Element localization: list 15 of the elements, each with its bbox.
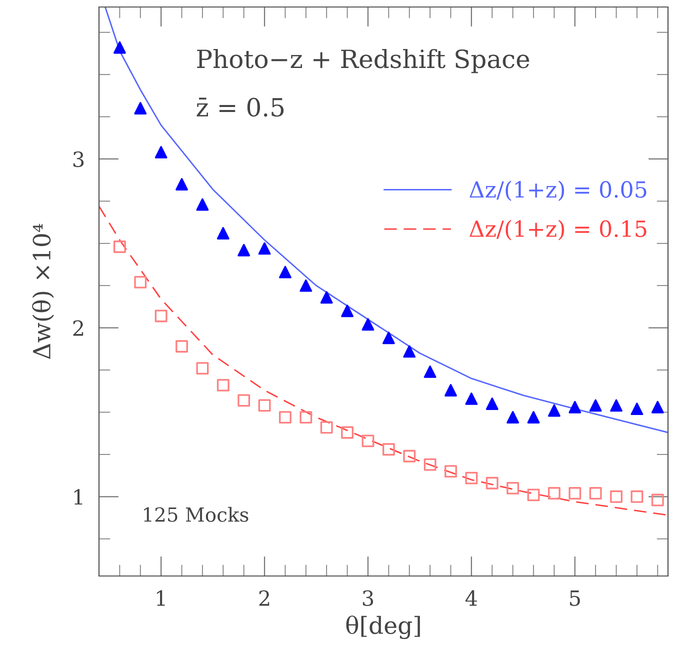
x-tick-label: 2 [259,590,270,606]
legend-label: Δz/(1+z) = 0.15 [470,220,646,240]
legend-label: Δz/(1+z) = 0.05 [470,180,646,201]
x-tick-label: 1 [156,590,165,606]
y-tick-label: 2 [73,320,84,336]
x-tick-label: 3 [362,590,374,606]
x-axis-title: θ[deg] [346,616,420,640]
annotation: Photo−z + Redshift Space [197,48,530,74]
x-tick-label: 5 [570,590,580,606]
annotation: z̄ = 0.5 [196,98,284,117]
y-tick-label: 1 [74,489,82,505]
y-tick-label: 3 [73,151,84,168]
y-axis-title: Δw(θ) ×10⁴ [32,224,54,359]
x-tick-label: 4 [465,590,478,606]
annotation: 125 Mocks [144,506,248,522]
